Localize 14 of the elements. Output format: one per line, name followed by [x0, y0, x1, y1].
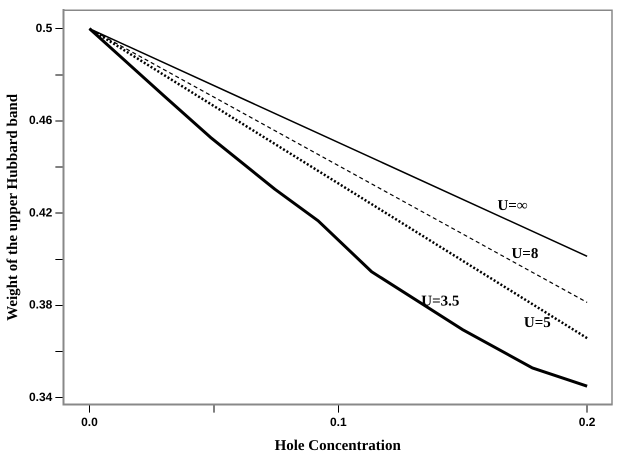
series-label: U=5 — [524, 315, 551, 332]
series-label: U=∞ — [497, 198, 528, 214]
y-tick-label: 0.46 — [28, 113, 53, 128]
y-tick-label: 0.34 — [28, 390, 53, 404]
x-axis-title: Hole Concentration — [274, 438, 402, 454]
y-tick-label: 0.42 — [28, 205, 53, 220]
y-tick-label: 0.38 — [28, 298, 53, 312]
series-label: U=3.5 — [421, 293, 460, 310]
x-tick-label: 0.0 — [81, 415, 98, 430]
y-tick-label: 0.5 — [36, 20, 53, 35]
x-tick-label: 0.2 — [578, 415, 596, 430]
series-label: U=8 — [511, 246, 538, 262]
x-tick-label: 0.1 — [330, 415, 347, 430]
y-axis-title: Weight of the upper Hubbard band — [4, 93, 21, 321]
